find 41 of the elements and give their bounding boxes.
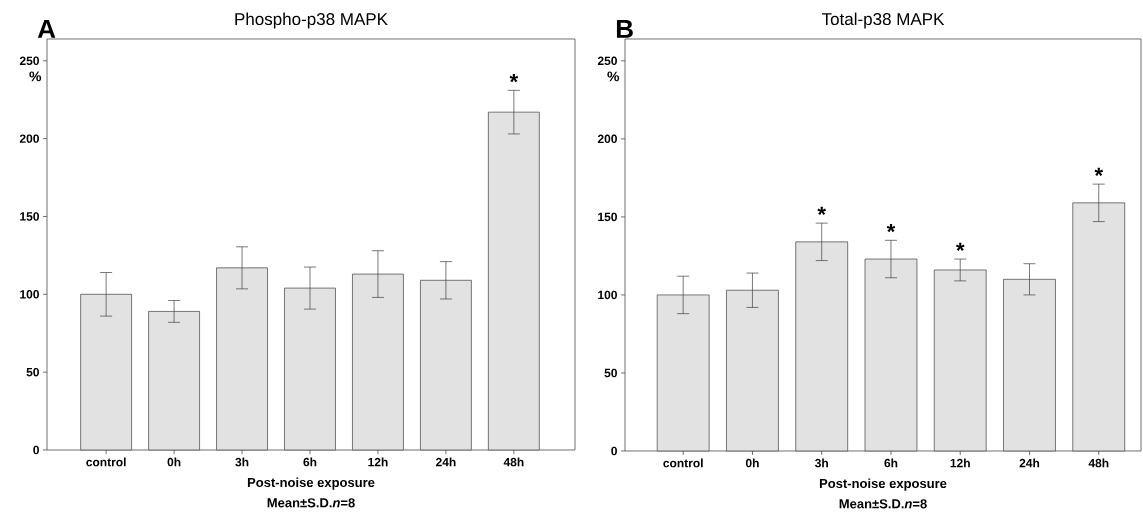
y-tick-label: 150 xyxy=(20,212,39,221)
x-tick-label: 48h xyxy=(1088,458,1109,468)
y-axis-title: % xyxy=(29,71,42,82)
text: A xyxy=(37,19,56,38)
x-axis-title: Post-noise exposure xyxy=(819,478,947,491)
x-tick-label: control xyxy=(86,457,126,467)
y-tick-label: 50 xyxy=(604,368,617,378)
y-tick-label: 250 xyxy=(19,56,39,66)
chart-title: Total-p38 MAPK xyxy=(821,12,945,29)
chart-title: Phospho-p38 MAPK xyxy=(235,12,388,29)
annotation: * xyxy=(817,206,826,215)
x-tick-label: 12h xyxy=(368,457,388,467)
y-tick-label: 200 xyxy=(597,134,617,144)
x-axis-title: Post-noise exposure xyxy=(247,477,375,490)
x-tick-label: 24h xyxy=(435,457,456,467)
y-tick-label: 50 xyxy=(26,367,39,377)
annotation: * xyxy=(886,223,896,233)
x-tick-label: 3h xyxy=(235,457,249,467)
annotation: * xyxy=(509,74,519,83)
y-tick-label: 100 xyxy=(20,290,39,299)
text: Mean±S.D.n=8 xyxy=(267,498,355,508)
text: B xyxy=(616,19,633,38)
y-axis-title: % xyxy=(607,71,620,82)
x-tick-label: 6h xyxy=(303,457,317,467)
x-tick-label: 0h xyxy=(167,457,181,467)
x-tick-label: 3h xyxy=(814,458,828,468)
y-tick-label: 150 xyxy=(598,212,617,222)
x-tick-label: 0h xyxy=(745,458,759,468)
y-tick-label: 100 xyxy=(598,290,617,300)
x-tick-label: control xyxy=(663,458,703,468)
y-tick-label: 250 xyxy=(597,56,617,66)
y-tick-label: 200 xyxy=(19,134,39,143)
x-tick-label: 48h xyxy=(503,457,524,467)
x-tick-label: 6h xyxy=(884,458,898,468)
text: Mean±S.D.n=8 xyxy=(839,499,927,509)
x-tick-label: 12h xyxy=(950,458,970,468)
y-tick-label: 0 xyxy=(33,445,39,455)
y-tick-label: 0 xyxy=(611,446,617,456)
x-tick-label: 24h xyxy=(1019,458,1040,468)
annotation: * xyxy=(956,242,965,251)
annotation: * xyxy=(1094,167,1104,176)
